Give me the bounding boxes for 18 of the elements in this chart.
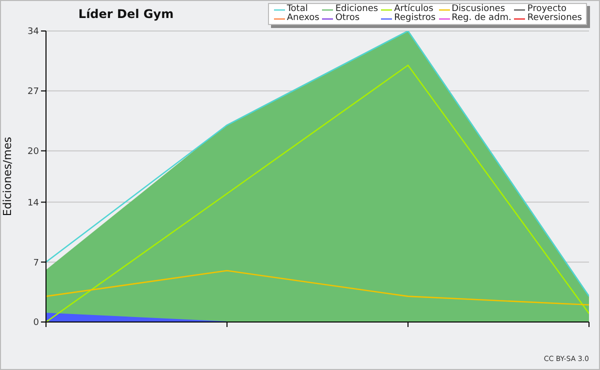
y-tick-label: 20	[28, 147, 40, 158]
legend-label: Otros	[335, 13, 360, 23]
y-tick-label: 0	[33, 318, 40, 328]
legend-label: Registros	[394, 13, 436, 23]
legend-label: Proyecto	[527, 4, 567, 14]
y-axis-title: Ediciones/mes	[0, 136, 14, 216]
legend-label: Total	[286, 4, 308, 14]
legend-label: Ediciones	[335, 4, 378, 14]
chart-title: Líder Del Gym	[77, 7, 175, 21]
y-tick-label: 34	[28, 27, 40, 38]
legend-label: Reg. de adm.	[452, 13, 512, 23]
legend-label: Artículos	[394, 4, 434, 14]
y-tick-label: 27	[28, 87, 39, 98]
legend-label: Discusiones	[452, 4, 506, 14]
y-tick-label: 7	[33, 258, 39, 268]
legend-label: Anexos	[286, 13, 320, 23]
y-tick-label: 14	[28, 198, 40, 208]
legend-label: Reversiones	[527, 13, 582, 23]
